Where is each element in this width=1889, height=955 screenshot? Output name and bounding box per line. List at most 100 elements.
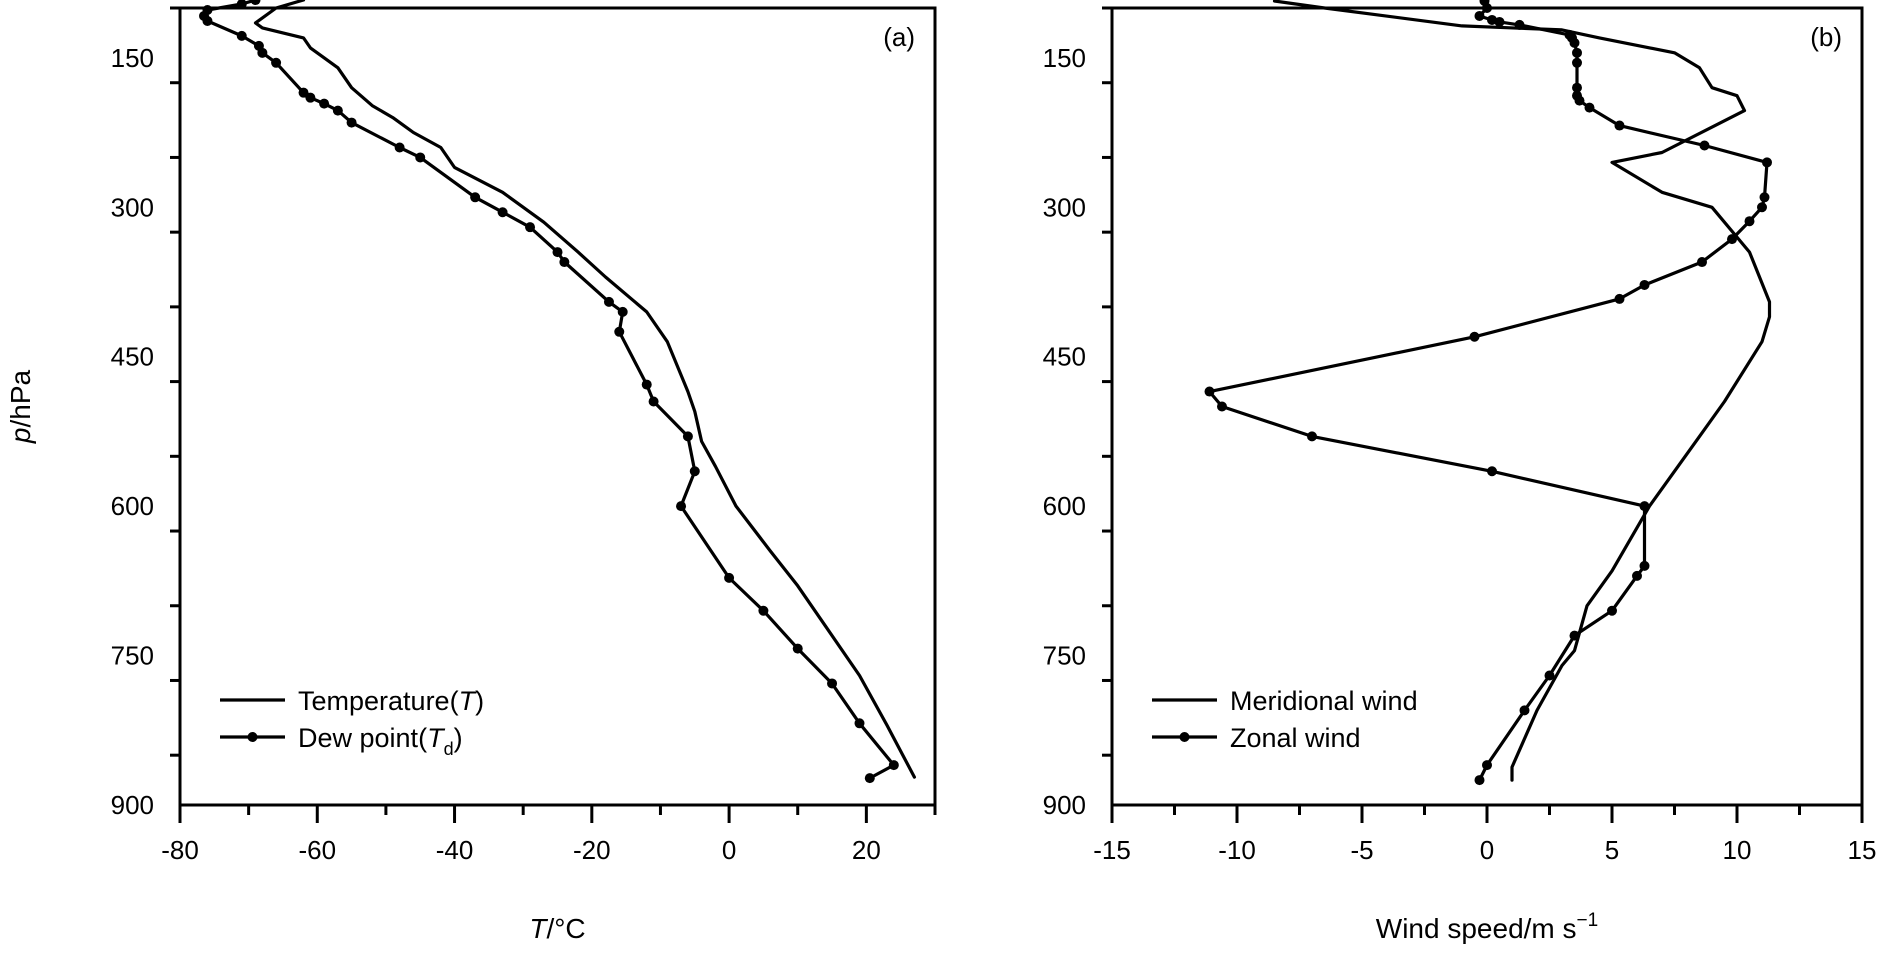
legend-label-close: ) — [475, 686, 484, 716]
series-point — [827, 678, 838, 689]
y-tick-label: 900 — [111, 790, 154, 820]
series-point — [470, 192, 481, 203]
x-tick-label: -60 — [298, 835, 336, 865]
series-point — [415, 152, 426, 163]
series-point — [1474, 10, 1485, 21]
y-tick-label: 150 — [1043, 43, 1086, 73]
series-point — [1639, 560, 1650, 571]
series-point — [1639, 501, 1650, 512]
series-point — [525, 222, 536, 233]
legend-label-2: Zonal wind — [1230, 723, 1361, 753]
legend-label-2: Dew point(Td​) — [298, 723, 463, 759]
panel-a: -80 -60 -40 -20 0 20150300450600750900(a)T/°C… — [5, 0, 937, 944]
series-point — [1487, 466, 1497, 477]
y-tick-label: 450 — [111, 342, 154, 372]
x-axis-title: T/°C — [529, 913, 585, 944]
series-point — [236, 30, 247, 41]
series-point — [1584, 102, 1595, 113]
x-tick-label: 0 — [722, 835, 736, 865]
panel-label: (b) — [1810, 22, 1842, 52]
y-tick-label: 900 — [1043, 790, 1086, 820]
series-point — [298, 87, 309, 98]
series-line-2 — [202, 0, 896, 780]
y-axis-title: p/hPa — [5, 369, 36, 444]
series-point — [394, 142, 405, 153]
series-point — [758, 605, 769, 616]
series-point — [1632, 570, 1642, 581]
series-point — [676, 501, 687, 512]
series-point — [1614, 120, 1625, 131]
plot-frame — [178, 6, 937, 807]
series-point — [1762, 157, 1772, 168]
series-point — [864, 773, 875, 784]
series-point — [559, 257, 570, 268]
y-tick-label: 600 — [111, 491, 154, 521]
series-point — [1759, 192, 1770, 203]
series-point — [792, 643, 803, 654]
legend-label-1: Meridional wind — [1230, 686, 1418, 716]
series-point — [1572, 57, 1582, 68]
x-tick-label: -5 — [1350, 835, 1373, 865]
y-tick-label: 450 — [1043, 342, 1086, 372]
legend-label-1: Temperature(T) — [298, 686, 484, 716]
x-tick-label: 10 — [1723, 835, 1752, 865]
series-line-1 — [253, 0, 916, 779]
series-point — [614, 326, 625, 337]
series-point — [319, 98, 330, 109]
y-axis-title-unit: /hPa — [5, 369, 36, 427]
series-point — [1727, 234, 1737, 245]
series-point — [648, 396, 659, 407]
series-point — [1697, 257, 1707, 268]
series-point — [1744, 216, 1755, 227]
series-point — [1514, 19, 1525, 30]
series-point — [202, 4, 213, 15]
series-point — [1474, 775, 1485, 786]
panel-b: -15 -10 -5 0 5 10 15 150 300 450 600 750 900 (b) Wind … — [1043, 0, 1877, 944]
x-tick-label: -15 — [1093, 835, 1131, 865]
legend-label-text: Zonal wind — [1230, 723, 1361, 753]
legend-label-text: Meridional wind — [1230, 686, 1418, 716]
series-point — [1307, 431, 1317, 442]
series-point — [682, 431, 693, 442]
series-point — [1564, 29, 1575, 40]
y-tick-label: 600 — [1043, 491, 1086, 521]
x-tick-label: -40 — [436, 835, 474, 865]
series-point — [1607, 605, 1617, 616]
y-axis-title-symbol: p — [5, 428, 36, 445]
legend-marker — [247, 732, 258, 742]
series-point — [1217, 401, 1227, 412]
series-point — [1519, 705, 1530, 716]
x-tick-label: -10 — [1218, 835, 1256, 865]
legend-label-text: Dew point( — [298, 723, 427, 753]
series-point — [724, 572, 735, 583]
series-point — [1757, 202, 1767, 213]
x-tick-label: -80 — [161, 835, 199, 865]
y-tick-label: 300 — [111, 192, 154, 222]
series-point — [888, 760, 899, 771]
legend-label-subscript: d — [444, 739, 454, 759]
x-tick-label: 20 — [852, 835, 881, 865]
series-point — [1572, 90, 1582, 101]
legend-label-text: Temperature( — [298, 686, 459, 716]
series-point — [1544, 670, 1555, 681]
series-point — [332, 105, 343, 116]
series-point — [271, 57, 282, 68]
legend-label-close: ) — [454, 723, 463, 753]
series-point — [641, 379, 652, 390]
series-point — [689, 466, 700, 477]
series-point — [305, 92, 316, 103]
y-tick-label: 750 — [1043, 641, 1086, 671]
series-point — [1469, 331, 1480, 342]
y-tick-label: 750 — [111, 641, 154, 671]
x-axis-title-symbol: T — [529, 913, 548, 944]
x-tick-label: 15 — [1848, 835, 1877, 865]
series-point — [854, 718, 865, 729]
x-tick-label: 0 — [1480, 835, 1494, 865]
legend-label-symbol: T — [427, 723, 446, 753]
series-point — [1639, 279, 1650, 290]
series-point — [603, 296, 614, 307]
y-tick-label: 300 — [1043, 192, 1086, 222]
series-point — [253, 40, 264, 51]
series-point — [346, 117, 357, 128]
